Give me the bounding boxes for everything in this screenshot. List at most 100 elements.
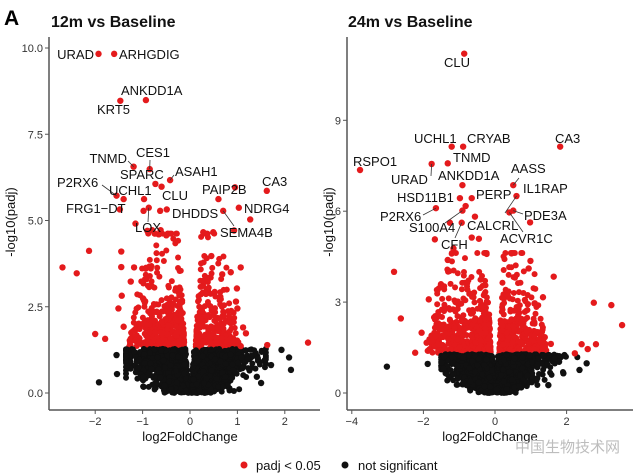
dense-point-significant: [537, 315, 544, 322]
dense-point-not-significant: [533, 377, 540, 384]
labeled-point: [95, 50, 102, 58]
points: [59, 50, 312, 390]
y-tick-label: 10.0: [22, 43, 43, 55]
dense-point-significant: [502, 250, 509, 257]
chart-title-12m: 12m vs Baseline: [51, 14, 176, 31]
legend-marker-significant: [240, 461, 248, 469]
dense-point-significant: [165, 307, 172, 314]
dense-point-not-significant: [181, 370, 188, 377]
dense-point-significant: [509, 339, 516, 346]
point-significant: [571, 350, 579, 357]
labeled-point: [459, 143, 467, 150]
dense-point-significant: [499, 279, 506, 286]
dense-point-significant: [460, 295, 467, 302]
dense-point-significant: [476, 297, 483, 304]
point-significant: [120, 323, 127, 330]
labeled-point: [468, 194, 475, 202]
dense-point-significant: [209, 264, 216, 271]
point-significant: [208, 252, 215, 260]
label-leader-line: [430, 163, 433, 177]
dense-point-significant: [132, 309, 139, 316]
dense-point-significant: [156, 273, 163, 280]
gene-label: ANKDD1A: [121, 83, 183, 98]
point-not-significant: [285, 354, 293, 361]
x-tick-label: 0: [492, 416, 498, 428]
dense-point-significant: [213, 339, 220, 346]
dense-point-significant: [444, 266, 451, 273]
dense-point-significant: [454, 270, 461, 277]
dense-point-significant: [434, 287, 441, 294]
dense-point-significant: [130, 319, 137, 326]
point-significant: [92, 330, 99, 338]
point-significant: [431, 236, 439, 243]
dense-point-not-significant: [262, 356, 269, 363]
gene-label: CRYAB: [467, 131, 511, 146]
labeled-point: [263, 187, 270, 195]
dense-point-not-significant: [481, 362, 488, 369]
legend-label-not-significant: not significant: [358, 458, 438, 473]
dense-point-significant: [458, 318, 465, 325]
labeled-point: [120, 195, 127, 203]
dense-point-significant: [195, 296, 202, 303]
dense-point-not-significant: [141, 350, 148, 357]
dense-point-significant: [197, 283, 204, 290]
point-not-significant: [140, 383, 147, 390]
dense-point-significant: [447, 345, 454, 352]
dense-point-not-significant: [181, 361, 188, 368]
dense-point-significant: [506, 346, 513, 353]
dense-point-not-significant: [162, 364, 169, 371]
dense-point-not-significant: [190, 376, 197, 383]
dense-point-not-significant: [467, 387, 474, 394]
x-tick-label: −2: [89, 416, 102, 428]
dense-point-not-significant: [179, 347, 186, 354]
dense-point-significant: [480, 310, 487, 317]
dense-point-not-significant: [447, 367, 454, 374]
dense-point-significant: [471, 289, 478, 296]
dense-point-significant: [204, 299, 211, 306]
x-tick-label: 2: [564, 416, 570, 428]
point-significant: [608, 301, 615, 309]
dense-point-significant: [174, 317, 181, 324]
dense-point-significant: [196, 309, 203, 316]
ticks: −2 −1 0 1 20.02.55.07.510.0: [22, 43, 288, 428]
dense-point-significant: [539, 344, 546, 351]
dense-point-significant: [458, 286, 465, 293]
dense-point-significant: [441, 308, 448, 315]
dense-point-not-significant: [449, 359, 456, 366]
dense-point-significant: [167, 295, 174, 302]
dense-point-significant: [464, 280, 471, 287]
dense-point-significant: [196, 303, 203, 310]
point-significant: [227, 269, 234, 276]
dense-point-not-significant: [488, 367, 495, 374]
dense-point-not-significant: [131, 349, 138, 356]
point-significant: [219, 271, 226, 278]
point-significant: [118, 263, 125, 271]
dense-point-not-significant: [498, 372, 505, 379]
dense-point-not-significant: [503, 352, 510, 359]
dense-point-not-significant: [493, 386, 500, 393]
dense-point-significant: [468, 333, 475, 340]
dense-point-not-significant: [503, 386, 510, 393]
dense-point-not-significant: [483, 356, 490, 363]
dense-point-not-significant: [524, 372, 531, 379]
dense-point-significant: [200, 259, 207, 266]
dense-point-not-significant: [193, 381, 200, 388]
dense-point-not-significant: [475, 355, 482, 362]
point-significant: [126, 337, 134, 344]
point-significant: [151, 230, 159, 237]
dense-point-significant: [451, 325, 458, 332]
dense-point-not-significant: [169, 352, 176, 359]
y-tick-label: 3: [335, 297, 341, 309]
dense-point-not-significant: [528, 359, 535, 366]
gene-label: RSPO1: [353, 154, 397, 169]
dense-point-significant: [435, 348, 442, 355]
dense-point-significant: [197, 321, 204, 328]
labeled-point: [459, 181, 466, 189]
dense-point-significant: [135, 320, 142, 327]
label-leader-line: [504, 195, 517, 214]
point-significant: [475, 235, 483, 242]
point-significant: [127, 278, 134, 285]
point-not-significant: [254, 355, 261, 362]
dense-point-not-significant: [151, 386, 158, 393]
point-not-significant: [113, 370, 121, 378]
